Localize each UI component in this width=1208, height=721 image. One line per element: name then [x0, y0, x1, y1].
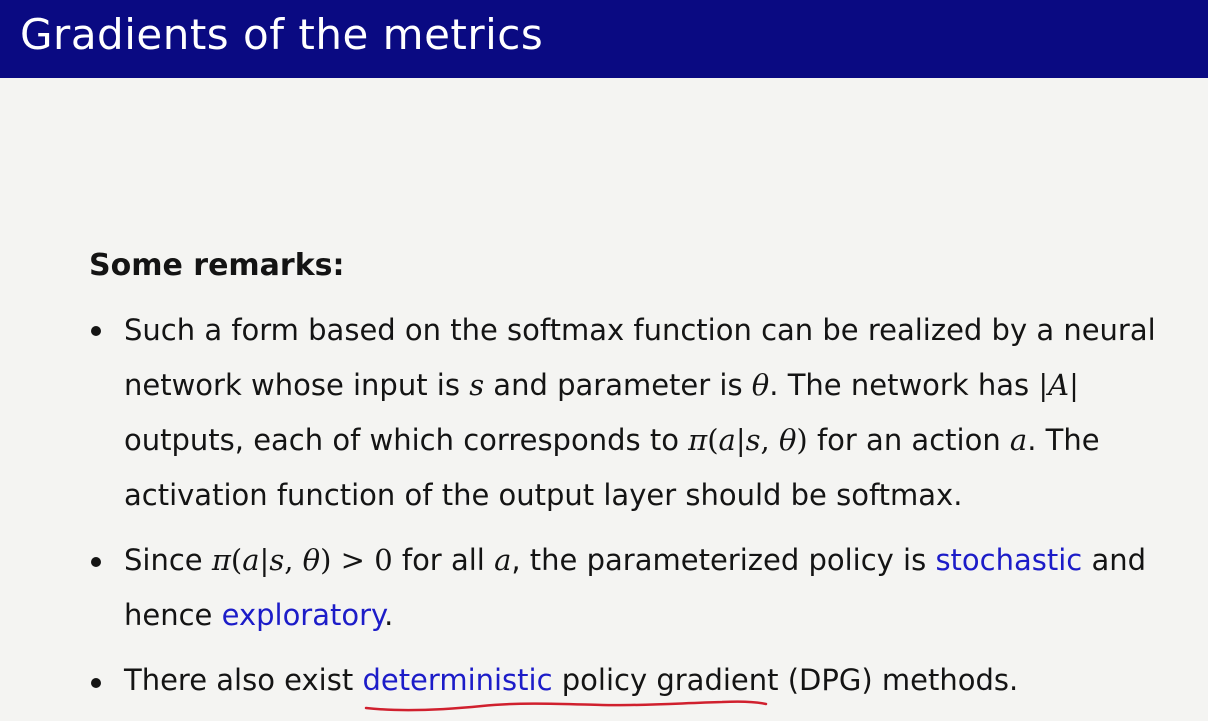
- text-span: , the parameterized policy is: [511, 543, 936, 577]
- remark-3-line-1: There also exist deterministic policy gr…: [124, 663, 1018, 697]
- bullet-dot: [91, 678, 101, 688]
- math-pi: π: [211, 543, 231, 577]
- remark-1-line-4: activation function of the output layer …: [124, 478, 962, 512]
- math-comma: ,: [760, 423, 779, 457]
- math-s: s: [469, 368, 485, 402]
- term-exploratory: exploratory: [221, 598, 385, 632]
- math-pi: π: [688, 423, 708, 457]
- math-paren: ): [796, 423, 808, 457]
- text-span: . The: [1027, 423, 1100, 457]
- text-span: . The network has: [769, 368, 1039, 402]
- math-paren: (: [230, 543, 243, 577]
- text-span: .: [384, 598, 394, 632]
- text-span: for an action: [807, 423, 1010, 457]
- term-deterministic: deterministic: [362, 663, 553, 697]
- math-action-set: A: [1048, 368, 1070, 402]
- text-span: for all: [392, 543, 495, 577]
- remarks-heading: Some remarks:: [89, 248, 345, 283]
- math-theta: θ: [778, 423, 797, 457]
- remark-1-line-3: outputs, each of which corresponds to π(…: [124, 423, 1100, 457]
- bullet-dot: [91, 326, 101, 336]
- text-span: Such a form based on the softmax functio…: [124, 313, 1156, 347]
- remark-2-line-2: hence exploratory.: [124, 598, 393, 632]
- math-paren: ): [320, 543, 332, 577]
- math-greater-than-zero: > 0: [331, 543, 393, 577]
- text-span: and parameter is: [484, 368, 752, 402]
- math-paren: (: [707, 423, 719, 457]
- math-bar: |: [1038, 368, 1049, 402]
- math-a: a: [242, 543, 260, 577]
- text-span: policy gradient (DPG) methods.: [552, 663, 1019, 697]
- bullet-dot: [91, 557, 101, 567]
- text-span: hence: [124, 598, 222, 632]
- text-span: activation function of the output layer …: [124, 478, 963, 512]
- math-theta: θ: [302, 543, 321, 577]
- remark-2-line-1: Since π(a|s, θ) > 0 for all a, the param…: [124, 543, 1146, 577]
- math-bar: |: [1069, 368, 1079, 402]
- math-bar: |: [259, 543, 270, 577]
- math-bar: |: [735, 423, 746, 457]
- term-stochastic: stochastic: [935, 543, 1083, 577]
- math-a: a: [1009, 423, 1028, 457]
- remark-1-line-1: Such a form based on the softmax functio…: [124, 313, 1156, 347]
- math-comma: ,: [284, 543, 303, 577]
- handwritten-underline-annotation: [364, 700, 768, 712]
- math-a: a: [718, 423, 736, 457]
- math-theta: θ: [751, 368, 770, 402]
- math-s: s: [269, 543, 285, 577]
- math-a: a: [494, 543, 512, 577]
- text-span: network whose input is: [124, 368, 470, 402]
- math-s: s: [745, 423, 761, 457]
- remark-1-line-2: network whose input is s and parameter i…: [124, 368, 1079, 402]
- text-span: Since: [124, 543, 212, 577]
- slide-header: Gradients of the metrics: [0, 0, 1208, 78]
- slide-title: Gradients of the metrics: [20, 10, 544, 59]
- text-span: outputs, each of which corresponds to: [124, 423, 689, 457]
- text-span: There also exist: [124, 663, 363, 697]
- text-span: and: [1082, 543, 1147, 577]
